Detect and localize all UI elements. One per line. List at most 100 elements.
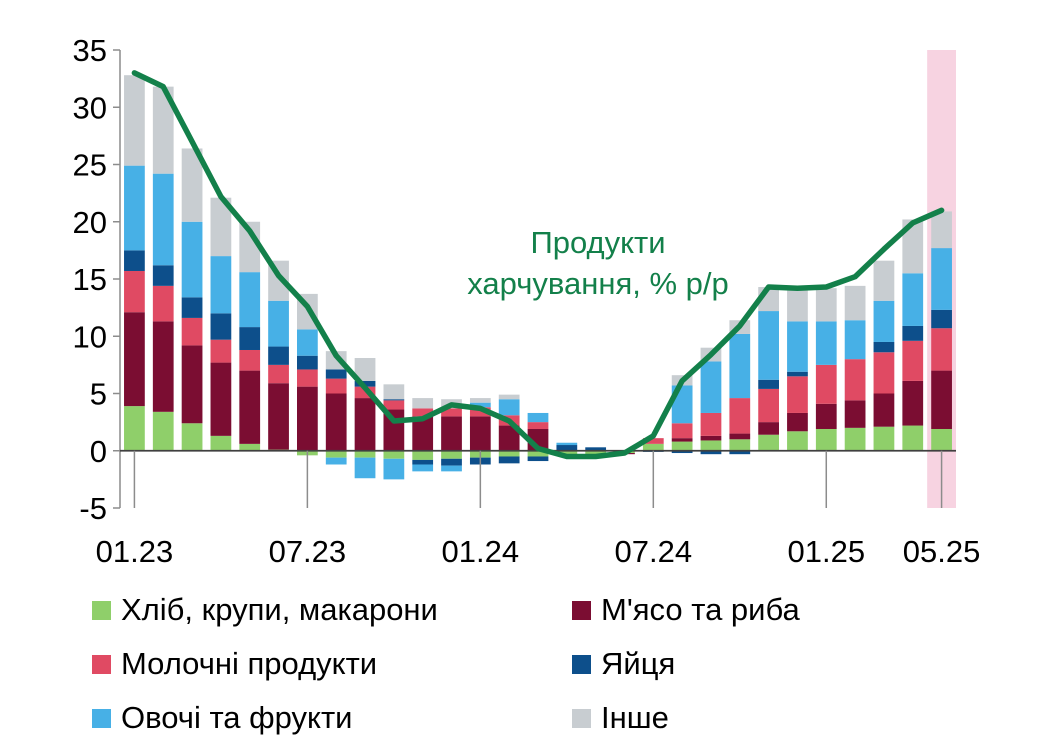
bar-2-02.24 bbox=[498, 425, 520, 451]
legend-item: Овочі та фрукти bbox=[92, 698, 572, 738]
bar-2-08.23 bbox=[325, 393, 347, 451]
bar-5-08.23 bbox=[325, 457, 347, 465]
bar-1-12.23 bbox=[441, 450, 462, 459]
bar-1-08.23 bbox=[325, 450, 347, 458]
bar-3-01.24 bbox=[469, 407, 491, 417]
bar-3-07.23 bbox=[297, 369, 318, 387]
bar-4-04.25 bbox=[902, 325, 924, 341]
bar-3-09.24 bbox=[700, 412, 722, 436]
bar-2-11.23 bbox=[412, 416, 434, 451]
bar-2-02.25 bbox=[844, 400, 866, 428]
bar-2-06.23 bbox=[268, 383, 289, 450]
bar-4-03.23 bbox=[181, 297, 203, 318]
y-tick-label: 0 bbox=[90, 434, 107, 469]
bar-3-01.23 bbox=[124, 270, 145, 313]
bar-3-03.23 bbox=[181, 317, 203, 346]
bar-4-01.23 bbox=[124, 250, 145, 271]
legend-swatch bbox=[572, 708, 591, 728]
bar-3-11.24 bbox=[758, 388, 779, 423]
bar-1-02.25 bbox=[844, 427, 866, 451]
y-tick-label: -5 bbox=[79, 491, 107, 526]
bar-2-01.23 bbox=[124, 312, 145, 407]
bar-4-12.23 bbox=[441, 458, 462, 466]
bar-1-05.23 bbox=[239, 443, 261, 451]
bar-5-04.24 bbox=[556, 442, 578, 446]
bar-6-09.23 bbox=[354, 358, 376, 381]
bar-4-02.24 bbox=[498, 456, 520, 464]
legend-label: Яйця bbox=[601, 646, 676, 681]
bar-1-08.24 bbox=[671, 441, 693, 451]
bar-6-01.25 bbox=[815, 288, 837, 322]
bar-2-12.24 bbox=[787, 412, 808, 432]
bar-6-02.23 bbox=[152, 86, 174, 174]
legend-swatch bbox=[572, 654, 591, 674]
bar-4-03.25 bbox=[873, 341, 895, 353]
bar-5-12.23 bbox=[441, 465, 462, 472]
bar-1-10.23 bbox=[383, 450, 405, 459]
bar-5-05.23 bbox=[239, 272, 261, 328]
bar-3-12.23 bbox=[441, 408, 462, 417]
bar-5-12.24 bbox=[787, 321, 808, 372]
legend-label: Овочі та фрукти bbox=[121, 700, 353, 735]
bar-1-03.24 bbox=[527, 450, 549, 457]
bar-4-10.24 bbox=[729, 450, 751, 455]
bar-3-04.23 bbox=[210, 339, 232, 363]
bar-6-01.24 bbox=[469, 398, 491, 403]
bar-2-10.24 bbox=[729, 433, 751, 440]
y-tick-label: 10 bbox=[73, 319, 107, 354]
bar-2-01.25 bbox=[815, 403, 837, 429]
bar-4-05.24 bbox=[585, 447, 607, 451]
bar-3-02.25 bbox=[844, 359, 866, 401]
bar-3-03.24 bbox=[527, 422, 549, 429]
bar-2-09.23 bbox=[354, 398, 376, 451]
x-tick-label: 01.25 bbox=[787, 534, 865, 569]
bar-4-05.23 bbox=[239, 327, 261, 350]
bar-3-03.25 bbox=[873, 352, 895, 394]
bar-4-05.25 bbox=[931, 309, 952, 329]
x-tick-label: 07.23 bbox=[269, 534, 347, 569]
bar-5-02.25 bbox=[844, 320, 866, 360]
bar-5-01.23 bbox=[124, 165, 145, 251]
bar-6-02.25 bbox=[844, 285, 866, 321]
bar-5-05.25 bbox=[931, 248, 952, 310]
legend-label: Молочні продукти bbox=[121, 646, 378, 681]
bar-1-04.23 bbox=[210, 435, 232, 451]
bar-3-08.24 bbox=[671, 423, 693, 439]
x-tick-label: 01.23 bbox=[96, 534, 174, 569]
bar-2-04.25 bbox=[902, 380, 924, 426]
y-tick-label: 30 bbox=[73, 90, 107, 125]
bar-4-02.23 bbox=[152, 265, 174, 286]
y-tick-label: 25 bbox=[73, 148, 107, 183]
legend-label: Інше bbox=[601, 700, 669, 735]
y-tick-label: 20 bbox=[73, 205, 107, 240]
bar-1-01.23 bbox=[124, 406, 145, 451]
bar-1-12.24 bbox=[787, 431, 808, 451]
bar-6-01.23 bbox=[124, 75, 145, 166]
bar-2-03.25 bbox=[873, 393, 895, 427]
chart-legend: Хліб, крупи, макарони М'ясо та риба Молочн… bbox=[92, 590, 1012, 738]
bar-1-02.24 bbox=[498, 450, 520, 457]
bar-5-02.23 bbox=[152, 173, 174, 266]
bar-5-03.23 bbox=[181, 221, 203, 298]
legend-swatch bbox=[92, 600, 111, 620]
bar-1-10.24 bbox=[729, 439, 751, 451]
chart-plot: 35 30 25 20 15 10 5 0 -5 01.23 07.23 01.24 07.24 01.2… bbox=[73, 33, 981, 569]
legend-item: Яйця bbox=[572, 644, 992, 684]
bar-4-08.24 bbox=[671, 450, 693, 454]
bar-5-11.23 bbox=[412, 464, 434, 472]
bar-1-09.23 bbox=[354, 450, 376, 458]
bar-4-04.24 bbox=[556, 445, 578, 451]
bar-3-04.25 bbox=[902, 340, 924, 381]
legend-label: Хліб, крупи, макарони bbox=[121, 592, 438, 627]
legend-item: Молочні продукти bbox=[92, 644, 572, 684]
bar-5-09.23 bbox=[354, 457, 376, 479]
legend-item: Хліб, крупи, макарони bbox=[92, 590, 572, 630]
legend-swatch bbox=[92, 708, 111, 728]
bar-2-02.23 bbox=[152, 321, 174, 412]
bar-2-05.23 bbox=[239, 370, 261, 444]
bar-3-06.23 bbox=[268, 364, 289, 384]
bar-3-10.24 bbox=[729, 398, 751, 434]
bar-2-12.23 bbox=[441, 416, 462, 451]
bar-4-11.23 bbox=[412, 459, 434, 465]
line-label-1: Продукти bbox=[530, 225, 665, 260]
